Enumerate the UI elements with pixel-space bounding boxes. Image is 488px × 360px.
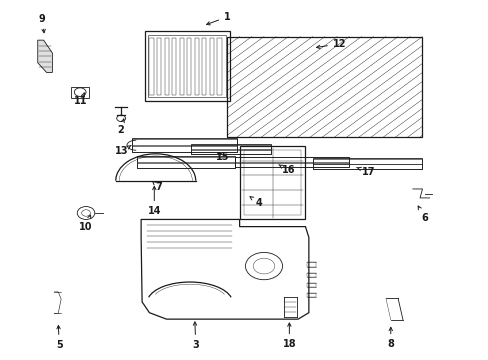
Bar (312, 159, 422, 163)
Bar (209, 38, 214, 95)
Bar (137, 157, 234, 162)
Text: 5: 5 (56, 325, 62, 350)
Polygon shape (38, 40, 52, 72)
Bar (202, 38, 206, 95)
Text: 12: 12 (316, 39, 346, 49)
Bar (306, 262, 315, 267)
Text: 13: 13 (115, 145, 131, 156)
Bar (164, 38, 168, 95)
Bar (306, 273, 315, 277)
Bar (132, 146, 237, 152)
Bar (306, 293, 315, 297)
Text: 17: 17 (356, 167, 375, 177)
Text: 6: 6 (417, 206, 427, 222)
Bar (306, 283, 315, 287)
Bar (190, 144, 271, 154)
Bar (190, 149, 271, 154)
Bar (179, 38, 183, 95)
Bar (71, 87, 89, 98)
Bar (234, 157, 348, 162)
Text: 2: 2 (117, 119, 124, 135)
Text: 4: 4 (249, 197, 262, 208)
Bar (187, 38, 191, 95)
Text: 18: 18 (282, 323, 296, 349)
Bar (132, 138, 237, 152)
Bar (234, 157, 348, 167)
Text: 11: 11 (74, 93, 88, 106)
Bar (234, 163, 348, 167)
Bar (144, 31, 229, 101)
Bar (239, 146, 305, 220)
Bar (194, 38, 199, 95)
Bar (244, 150, 300, 215)
Bar (227, 37, 422, 137)
Text: 8: 8 (386, 327, 393, 349)
Bar (149, 38, 153, 95)
Bar (217, 38, 221, 95)
Text: 14: 14 (147, 186, 161, 216)
Bar (172, 38, 176, 95)
Text: 15: 15 (215, 152, 229, 162)
Bar (312, 165, 422, 169)
Text: 10: 10 (79, 215, 93, 231)
Text: 7: 7 (152, 181, 162, 192)
Bar (137, 163, 234, 168)
Text: 16: 16 (278, 165, 295, 175)
Bar (312, 158, 422, 169)
Bar (132, 139, 237, 145)
Text: 9: 9 (39, 14, 45, 33)
Text: 3: 3 (192, 322, 199, 350)
Bar (157, 38, 161, 95)
Bar (148, 36, 225, 97)
Bar (137, 156, 234, 168)
Bar (190, 144, 271, 149)
Text: 1: 1 (206, 12, 230, 25)
